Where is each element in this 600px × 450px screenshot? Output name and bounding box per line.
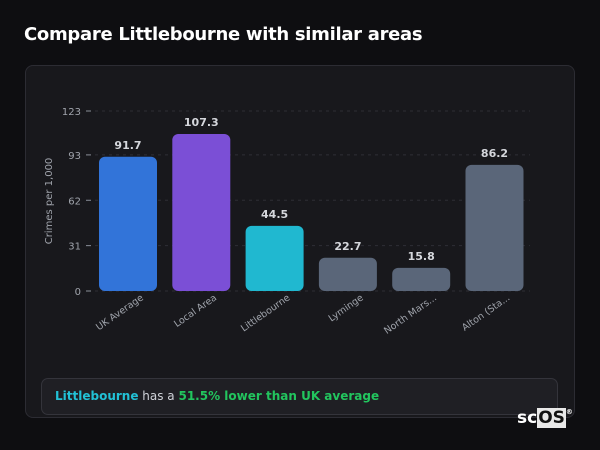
x-tick-label: Local Area (172, 292, 219, 329)
x-tick-label: Lyminge (327, 292, 366, 324)
y-axis-label: Crimes per 1,000 (44, 158, 55, 245)
x-tick-label: UK Average (94, 292, 146, 333)
summary-box: Littlebourne has a 51.5% lower than UK a… (41, 378, 558, 415)
summary-text: has a (138, 389, 179, 403)
bar-value-label: 15.8 (408, 250, 435, 263)
bar (392, 267, 451, 291)
x-tick-label: Alton (Sta... (460, 292, 512, 333)
bar-value-label: 22.7 (334, 240, 361, 253)
y-tick-label: 93 (68, 151, 81, 162)
scos-logo: scOS® (517, 408, 573, 428)
bar (99, 156, 157, 291)
bar-value-label: 91.7 (114, 139, 141, 152)
x-tick-label: North Mars... (382, 292, 439, 336)
bar-value-label: 86.2 (481, 147, 508, 160)
y-tick-label: 0 (75, 287, 81, 298)
y-tick-label: 31 (68, 242, 81, 253)
bar (172, 133, 231, 291)
bar-value-label: 44.5 (261, 208, 288, 221)
y-tick-label: 62 (68, 196, 81, 207)
y-tick-label: 123 (62, 107, 81, 118)
x-tick-label: Littlebourne (239, 292, 292, 334)
comparison-highlight: 51.5% lower than UK average (178, 389, 380, 403)
page-title: Compare Littlebourne with similar areas (24, 24, 423, 45)
bar-value-label: 107.3 (184, 116, 219, 129)
bar (245, 225, 304, 291)
bar (465, 164, 524, 291)
area-name: Littlebourne (55, 389, 139, 403)
bar (318, 257, 377, 291)
